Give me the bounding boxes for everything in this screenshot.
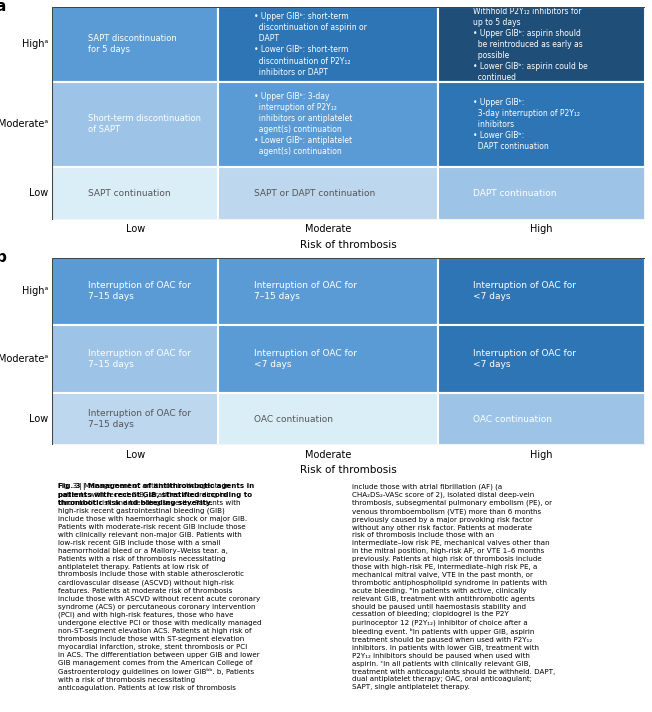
Bar bbox=[438, 258, 645, 325]
Text: Withhold P2Y₁₂ inhibitors for
up to 5 days
• Upper GIBᵇ: aspirin should
  be rei: Withhold P2Y₁₂ inhibitors for up to 5 da… bbox=[473, 6, 588, 82]
X-axis label: Risk of thrombosis: Risk of thrombosis bbox=[301, 465, 397, 475]
Bar bbox=[218, 325, 438, 393]
Text: a: a bbox=[0, 0, 6, 14]
Bar bbox=[218, 167, 438, 220]
Text: SAPT discontinuation
for 5 days: SAPT discontinuation for 5 days bbox=[88, 34, 177, 54]
Text: OAC continuation: OAC continuation bbox=[254, 414, 333, 424]
Text: b: b bbox=[0, 250, 7, 265]
Bar bbox=[52, 82, 218, 167]
Text: Fig. 3 | Management of antithrombotic agents in
patients with recent GIB, strati: Fig. 3 | Management of antithrombotic ag… bbox=[58, 483, 261, 691]
Text: Interruption of OAC for
<7 days: Interruption of OAC for <7 days bbox=[254, 349, 357, 369]
Text: • Upper GIBᵇ: short-term
  discontinuation of aspirin or
  DAPT
• Lower GIBᵇ: sh: • Upper GIBᵇ: short-term discontinuation… bbox=[254, 12, 367, 77]
Bar bbox=[218, 258, 438, 325]
Bar bbox=[438, 7, 645, 82]
Text: Short-term discontinuation
of SAPT: Short-term discontinuation of SAPT bbox=[88, 114, 201, 135]
Text: SAPT continuation: SAPT continuation bbox=[88, 189, 170, 198]
Bar bbox=[52, 325, 218, 393]
Bar bbox=[52, 258, 218, 325]
Bar bbox=[438, 82, 645, 167]
Text: Interruption of OAC for
7–15 days: Interruption of OAC for 7–15 days bbox=[88, 281, 191, 301]
Text: Interruption of OAC for
7–15 days: Interruption of OAC for 7–15 days bbox=[88, 349, 191, 369]
Bar bbox=[52, 167, 218, 220]
Bar bbox=[52, 393, 218, 446]
X-axis label: Risk of thrombosis: Risk of thrombosis bbox=[301, 240, 397, 250]
Bar bbox=[438, 325, 645, 393]
Bar bbox=[438, 393, 645, 446]
Bar bbox=[218, 393, 438, 446]
Bar bbox=[438, 167, 645, 220]
Text: Interruption of OAC for
<7 days: Interruption of OAC for <7 days bbox=[473, 349, 576, 369]
Text: SAPT or DAPT continuation: SAPT or DAPT continuation bbox=[254, 189, 375, 198]
Text: include those with atrial fibrillation (AF) (a
CHA₂DS₂-VASc score of 2), isolate: include those with atrial fibrillation (… bbox=[352, 483, 555, 691]
Bar bbox=[218, 82, 438, 167]
Text: • Upper GIBᵇ: 3-day
  interruption of P2Y₁₂
  inhibitors or antiplatelet
  agent: • Upper GIBᵇ: 3-day interruption of P2Y₁… bbox=[254, 92, 352, 157]
Text: Fig. 3 | Management of antithrombotic agents in
patients with recent GIB, strati: Fig. 3 | Management of antithrombotic ag… bbox=[58, 483, 254, 506]
Bar bbox=[52, 7, 218, 82]
Text: Interruption of OAC for
7–15 days: Interruption of OAC for 7–15 days bbox=[88, 409, 191, 429]
Text: OAC continuation: OAC continuation bbox=[473, 414, 552, 424]
Bar bbox=[218, 7, 438, 82]
Text: • Upper GIBᵇ:
  3-day interruption of P2Y₁₂
  inhibitors
• Lower GIBᵇ:
  DAPT co: • Upper GIBᵇ: 3-day interruption of P2Y₁… bbox=[473, 98, 580, 151]
Text: Interruption of OAC for
<7 days: Interruption of OAC for <7 days bbox=[473, 281, 576, 301]
Text: Interruption of OAC for
7–15 days: Interruption of OAC for 7–15 days bbox=[254, 281, 357, 301]
Text: DAPT continuation: DAPT continuation bbox=[473, 189, 557, 198]
